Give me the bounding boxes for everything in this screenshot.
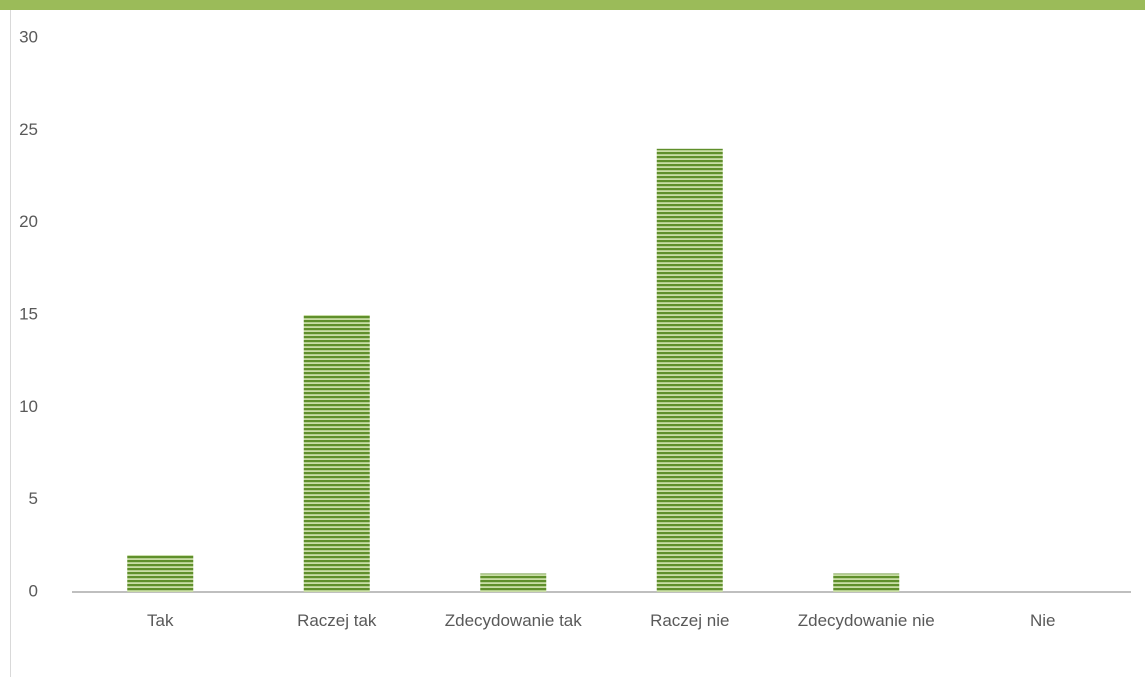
bar bbox=[656, 148, 723, 593]
x-tick-label: Nie bbox=[1029, 611, 1056, 630]
y-tick-label: 10 bbox=[19, 397, 38, 416]
x-tick-label: Zdecydowanie nie bbox=[797, 611, 935, 630]
x-tick-label: Raczej nie bbox=[650, 611, 730, 630]
y-tick-label: 25 bbox=[19, 120, 38, 139]
y-tick-label: 20 bbox=[19, 212, 38, 231]
x-tick-label: Zdecydowanie tak bbox=[444, 611, 582, 630]
x-tick-label: Tak bbox=[147, 611, 174, 630]
y-tick-label: 30 bbox=[19, 27, 38, 46]
top-band bbox=[0, 0, 1145, 10]
bar bbox=[833, 573, 900, 592]
bar bbox=[127, 555, 194, 592]
bar bbox=[303, 315, 370, 592]
y-tick-label: 15 bbox=[19, 304, 38, 323]
y-tick-label: 0 bbox=[29, 581, 38, 600]
x-tick-label: Raczej tak bbox=[297, 611, 377, 630]
y-tick-label: 5 bbox=[29, 489, 38, 508]
bar bbox=[480, 573, 547, 592]
